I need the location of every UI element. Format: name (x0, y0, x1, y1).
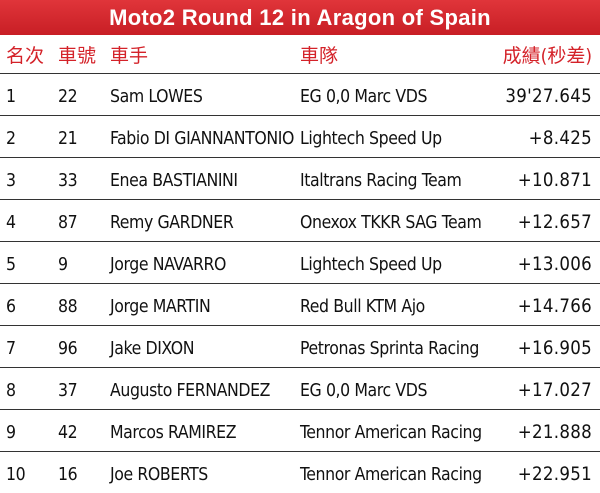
time-cell: +22.951 (484, 452, 600, 493)
header-rider: 車手 (104, 35, 294, 74)
position-cell: 8 (0, 368, 52, 410)
time-cell: +14.766 (484, 284, 600, 326)
time-cell: +10.871 (484, 158, 600, 200)
time-cell: 39'27.645 (484, 74, 600, 116)
number-cell: 87 (52, 200, 104, 242)
position-cell: 6 (0, 284, 52, 326)
rider-cell: Remy GARDNER (104, 200, 294, 242)
team-cell: Red Bull KTM Ajo (294, 284, 484, 326)
position-cell: 1 (0, 74, 52, 116)
rider-cell: Fabio DI GIANNANTONIO (104, 116, 294, 158)
number-cell: 88 (52, 284, 104, 326)
time-cell: +16.905 (484, 326, 600, 368)
position-cell: 5 (0, 242, 52, 284)
header-time: 成績(秒差) (484, 35, 600, 74)
rider-cell: Sam LOWES (104, 74, 294, 116)
header-team: 車隊 (294, 35, 484, 74)
team-cell: EG 0,0 Marc VDS (294, 74, 484, 116)
time-cell: +12.657 (484, 200, 600, 242)
rider-cell: Jorge NAVARRO (104, 242, 294, 284)
header-position: 名次 (0, 35, 52, 74)
rider-cell: Enea BASTIANINI (104, 158, 294, 200)
results-title: Moto2 Round 12 in Aragon of Spain (0, 0, 600, 35)
rider-cell: Marcos RAMIREZ (104, 410, 294, 452)
time-cell: +21.888 (484, 410, 600, 452)
time-cell: +8.425 (484, 116, 600, 158)
number-cell: 21 (52, 116, 104, 158)
number-cell: 9 (52, 242, 104, 284)
team-cell: Tennor American Racing (294, 410, 484, 452)
position-cell: 9 (0, 410, 52, 452)
position-cell: 3 (0, 158, 52, 200)
header-row: 名次 車號 車手 車隊 成績(秒差) (0, 35, 600, 74)
number-cell: 96 (52, 326, 104, 368)
team-cell: EG 0,0 Marc VDS (294, 368, 484, 410)
time-cell: +13.006 (484, 242, 600, 284)
number-cell: 16 (52, 452, 104, 493)
number-cell: 42 (52, 410, 104, 452)
rider-cell: Augusto FERNANDEZ (104, 368, 294, 410)
team-cell: Lightech Speed Up (294, 116, 484, 158)
team-cell: Onexox TKKR SAG Team (294, 200, 484, 242)
number-cell: 37 (52, 368, 104, 410)
rider-cell: Jorge MARTIN (104, 284, 294, 326)
team-cell: Italtrans Racing Team (294, 158, 484, 200)
team-cell: Tennor American Racing (294, 452, 484, 493)
position-cell: 7 (0, 326, 52, 368)
team-cell: Petronas Sprinta Racing (294, 326, 484, 368)
header-number: 車號 (52, 35, 104, 74)
team-cell: Lightech Speed Up (294, 242, 484, 284)
rider-cell: Joe ROBERTS (104, 452, 294, 493)
number-cell: 22 (52, 74, 104, 116)
position-cell: 10 (0, 452, 52, 493)
position-cell: 2 (0, 116, 52, 158)
rider-cell: Jake DIXON (104, 326, 294, 368)
time-cell: +17.027 (484, 368, 600, 410)
position-cell: 4 (0, 200, 52, 242)
number-cell: 33 (52, 158, 104, 200)
